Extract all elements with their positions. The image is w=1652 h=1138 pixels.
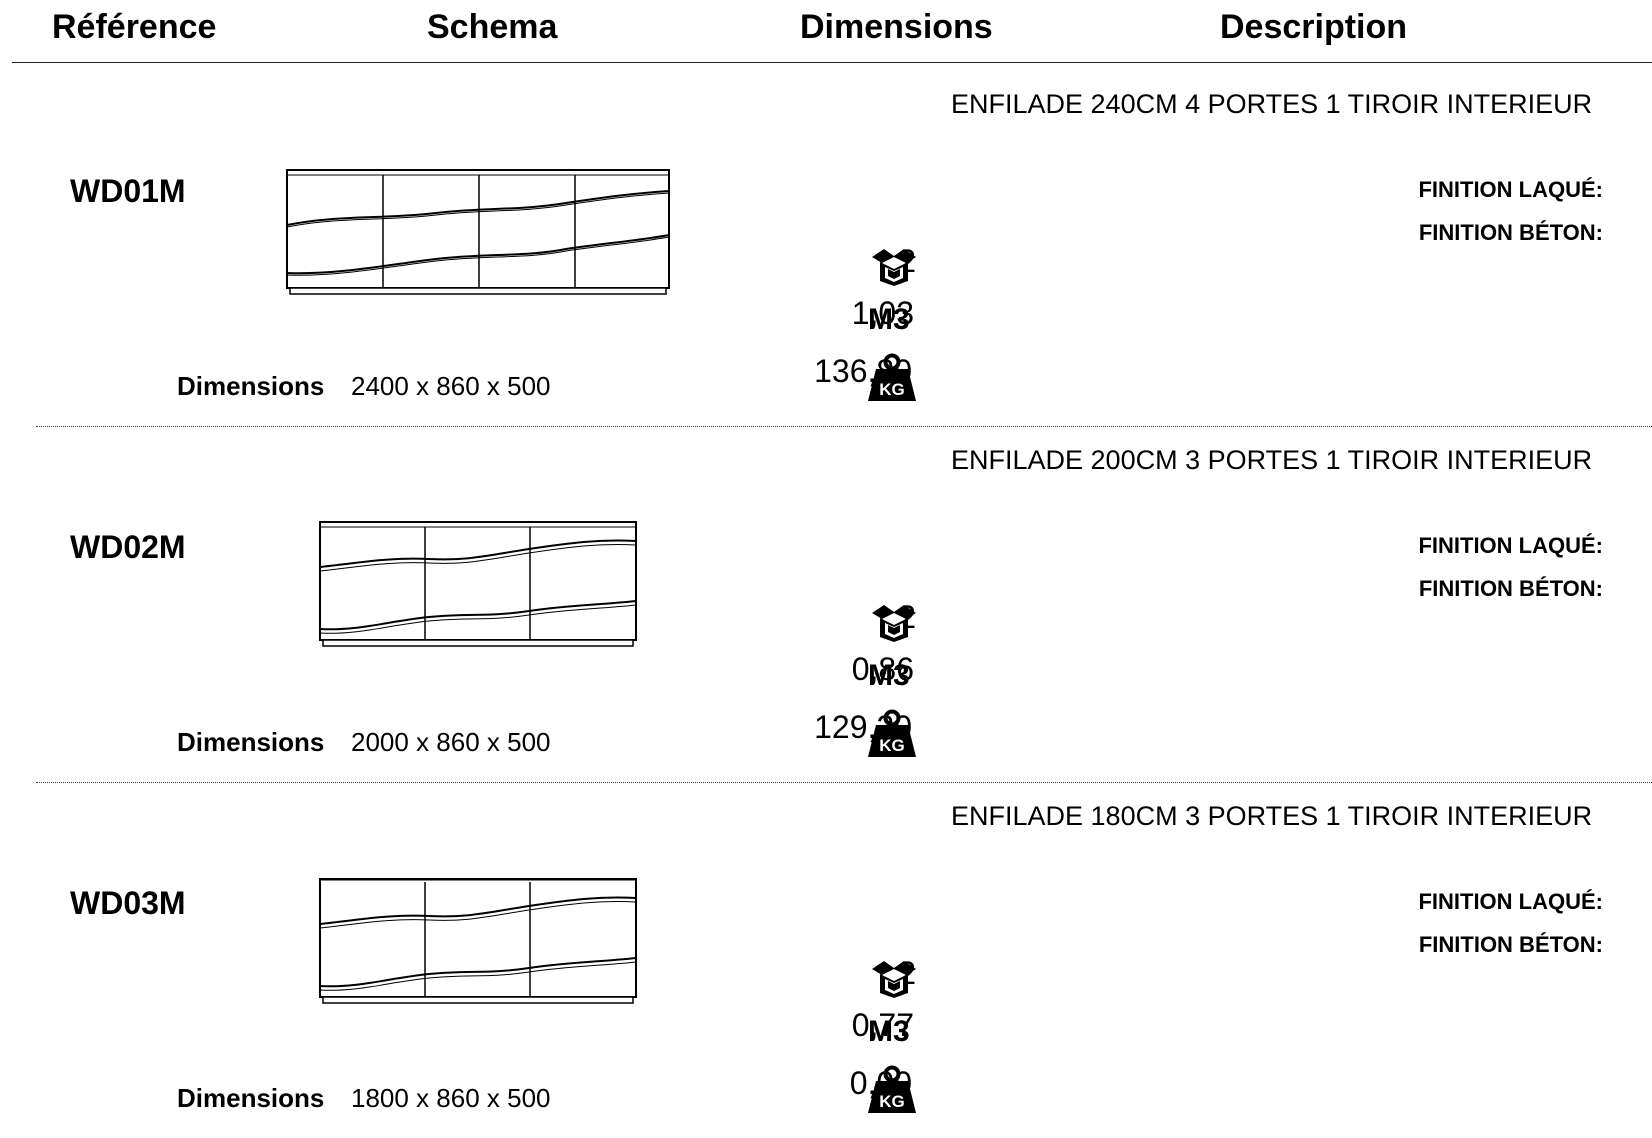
product-row: WD03M Dimensions 1800 x 860 x 500 2 0,77… [0, 783, 1652, 1138]
weight-unit-label: KG [879, 1092, 905, 1111]
product-reference: WD03M [70, 885, 186, 921]
product-reference: WD01M [70, 173, 186, 209]
weight-unit-label: KG [879, 736, 905, 755]
finish-concrete-label: FINITION BÉTON: [1418, 932, 1603, 957]
finish-lacquered-label: FINITION LAQUÉ: [1418, 889, 1603, 914]
dimensions-label: Dimensions [177, 727, 325, 757]
sideboard-schema-4-doors [286, 169, 670, 295]
kettlebell-weight-icon: KG [868, 709, 916, 757]
volume-value: 1,03 [851, 295, 914, 331]
product-row: WD01M Dimensions 2400 x 860 x 500 2 1,03… [0, 71, 1652, 426]
row-separator [36, 782, 1652, 783]
dimensions-value: 1800 x 860 x 500 [351, 1083, 551, 1113]
product-description: ENFILADE 200CM 3 PORTES 1 TIROIR INTERIE… [951, 445, 1593, 475]
finish-concrete-label: FINITION BÉTON: [1418, 220, 1603, 245]
weight-unit-label: KG [879, 380, 905, 399]
sideboard-schema-3-doors [319, 521, 637, 647]
header-schema: Schema [427, 8, 558, 46]
header-dimensions: Dimensions [800, 8, 993, 46]
volume-unit: M3 [868, 303, 910, 336]
row-separator [36, 426, 1652, 427]
open-box-icon [872, 961, 916, 998]
kettlebell-weight-icon: KG [868, 1065, 916, 1113]
product-description: ENFILADE 240CM 4 PORTES 1 TIROIR INTERIE… [951, 89, 1593, 119]
volume-value: 0,77 [851, 1007, 914, 1043]
finish-lacquered-label: FINITION LAQUÉ: [1418, 533, 1603, 558]
volume-unit: M3 [868, 659, 910, 692]
product-row: WD02M Dimensions 2000 x 860 x 500 2 0,86… [0, 427, 1652, 782]
open-box-icon [872, 605, 916, 642]
finish-concrete-label: FINITION BÉTON: [1418, 576, 1603, 601]
dimensions-value: 2000 x 860 x 500 [351, 727, 551, 757]
header-divider [12, 62, 1652, 63]
header-reference: Référence [52, 8, 217, 46]
sideboard-schema-3-doors [319, 878, 637, 1004]
dimensions-value: 2400 x 860 x 500 [351, 371, 551, 401]
volume-value: 0,86 [851, 651, 914, 687]
open-box-icon [872, 249, 916, 286]
product-reference: WD02M [70, 529, 186, 565]
finish-lacquered-label: FINITION LAQUÉ: [1418, 177, 1603, 202]
product-description: ENFILADE 180CM 3 PORTES 1 TIROIR INTERIE… [951, 801, 1593, 831]
dimensions-label: Dimensions [177, 1083, 325, 1113]
dimensions-label: Dimensions [177, 371, 325, 401]
header-description: Description [1220, 8, 1408, 46]
volume-unit: M3 [868, 1015, 910, 1048]
kettlebell-weight-icon: KG [868, 353, 916, 401]
